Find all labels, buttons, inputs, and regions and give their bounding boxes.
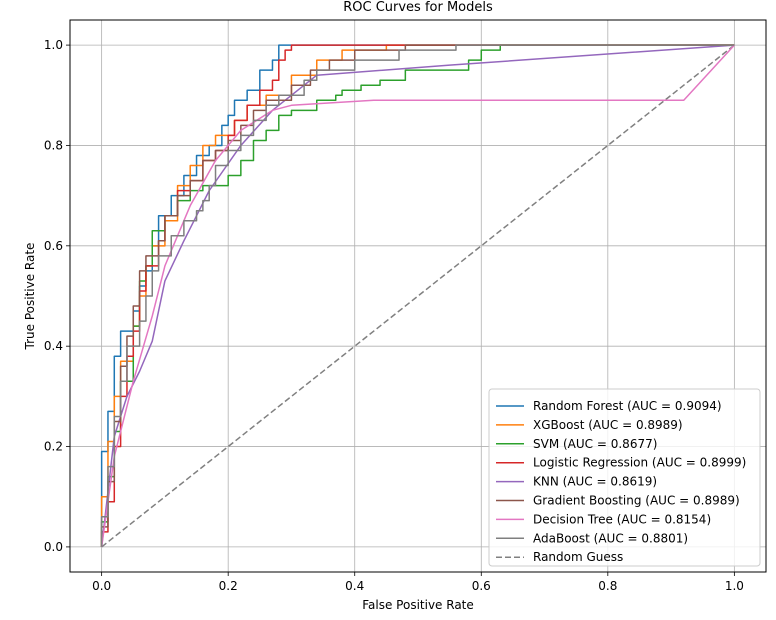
legend-entry: Gradient Boosting (AUC = 0.8989)	[533, 494, 740, 508]
legend-entry: KNN (AUC = 0.8619)	[533, 475, 657, 489]
x-tick-label: 0.6	[472, 579, 491, 593]
y-tick-label: 0.6	[44, 239, 63, 253]
plot-area	[100, 44, 735, 548]
x-axis: 0.0 0.2 0.4 0.6 0.8 1.0	[92, 572, 744, 593]
chart-title: ROC Curves for Models	[343, 0, 493, 15]
x-tick-label: 0.4	[345, 579, 364, 593]
y-axis-label: True Positive Rate	[23, 243, 37, 351]
plot-frame	[69, 19, 767, 573]
decision-tree-line	[100, 44, 735, 548]
knn-line	[100, 44, 735, 547]
y-tick-label: 0.8	[44, 138, 63, 152]
x-tick-label: 1.0	[725, 579, 744, 593]
legend-entry: Logistic Regression (AUC = 0.8999)	[533, 456, 746, 470]
y-tick-label: 0.2	[44, 440, 63, 454]
legend-box	[488, 388, 761, 567]
x-axis-label: False Positive Rate	[362, 598, 474, 612]
legend-entry: XGBoost (AUC = 0.8989)	[533, 418, 683, 432]
x-tick-label: 0.8	[598, 579, 617, 593]
x-tick-label: 0.0	[92, 579, 111, 593]
legend-entry: AdaBoost (AUC = 0.8801)	[533, 531, 688, 545]
y-tick-label: 0.0	[44, 540, 63, 554]
legend-entry: Random Guess	[533, 550, 623, 564]
adaboost-line	[100, 44, 735, 547]
legend-entry: Random Forest (AUC = 0.9094)	[533, 399, 722, 413]
x-tick-label: 0.2	[219, 579, 238, 593]
y-axis: 0.0 0.2 0.4 0.6 0.8 1.0	[44, 38, 70, 554]
legend: Random Forest (AUC = 0.9094) XGBoost (AUC…	[488, 388, 761, 567]
y-tick-label: 0.4	[44, 339, 63, 353]
legend-entry: SVM (AUC = 0.8677)	[533, 437, 657, 451]
y-tick-label: 1.0	[44, 38, 63, 52]
legend-entry: Decision Tree (AUC = 0.8154)	[533, 512, 711, 526]
grid	[70, 20, 766, 572]
